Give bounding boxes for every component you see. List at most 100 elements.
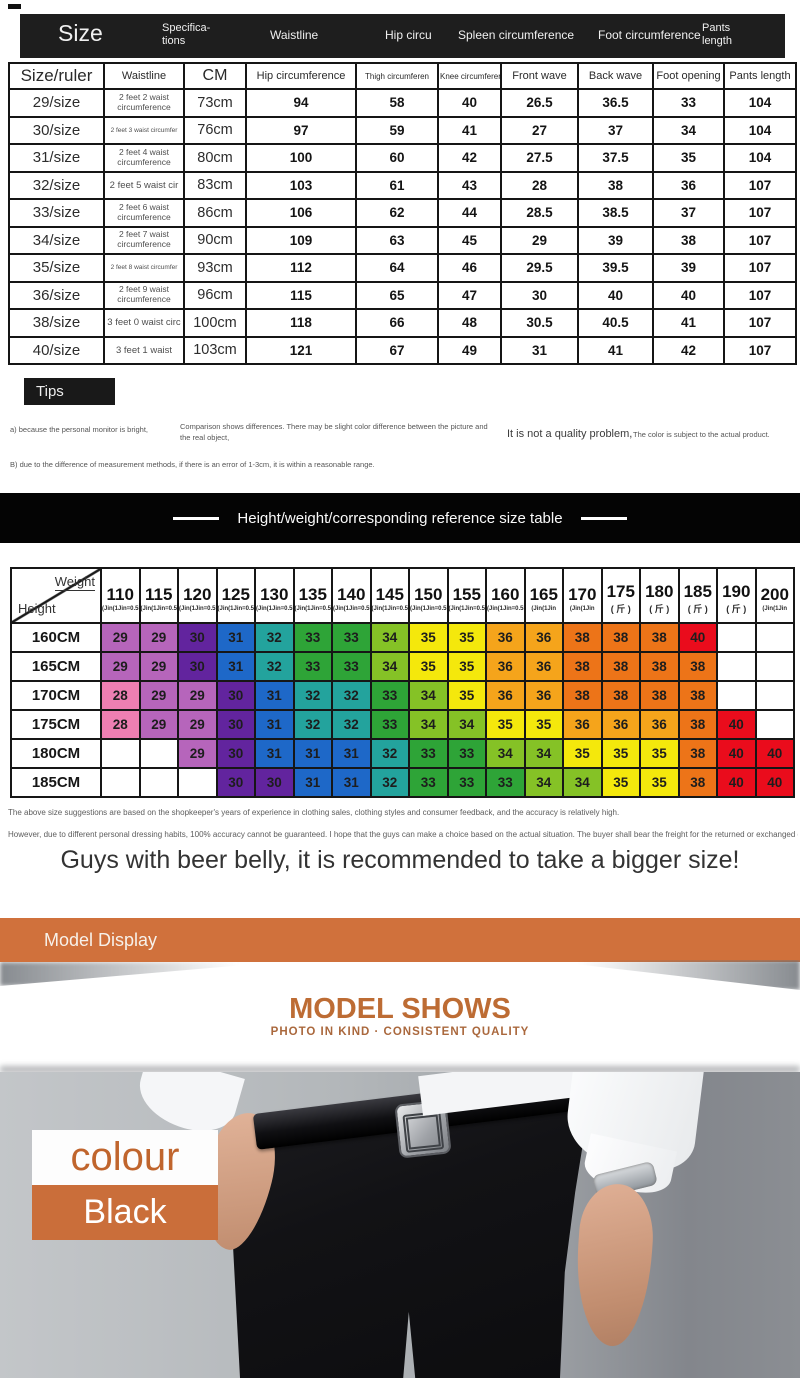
size-recommendation-cell: 35 <box>446 680 487 711</box>
size-cell: 104 <box>723 115 797 145</box>
size-cell: 30/size <box>8 115 105 145</box>
size-note-2: However, due to different personal dress… <box>8 830 798 839</box>
size-recommendation-cell: 38 <box>639 622 680 653</box>
size-cell: 43 <box>437 170 502 200</box>
size-cell: 104 <box>723 88 797 118</box>
size-table-row: 34/size 2 feet 7 waist circumference 90cm 1… <box>8 225 797 255</box>
size-cell: 30 <box>500 280 579 310</box>
size-recommendation-cell: 36 <box>523 622 564 653</box>
size-cell: 97 <box>245 115 357 145</box>
size-cell: 48 <box>437 308 502 338</box>
size-cell: 37 <box>652 198 725 228</box>
weight-unit: ( 斤 ) <box>610 604 631 615</box>
size-table-row: 32/size 2 feet 5 waist cir 83cm 103 61 43 28 38… <box>8 170 797 200</box>
size-recommendation-cell: 38 <box>562 622 603 653</box>
size-recommendation-cell: 34 <box>485 738 526 769</box>
size-cell: 31 <box>500 335 579 365</box>
size-recommendation-cell: 31 <box>215 622 256 653</box>
size-recommendation-cell: 36 <box>562 709 603 740</box>
model-display-banner: Model Display <box>0 918 800 962</box>
size-recommendation-cell: 30 <box>215 767 256 798</box>
reference-banner-title: Height/weight/corresponding reference si… <box>237 509 563 527</box>
size-recommendation-cell: 40 <box>716 709 757 740</box>
size-cell: 107 <box>723 308 797 338</box>
size-recommendation-cell: 32 <box>331 709 372 740</box>
weight-col-header: 110(Jin(1Jin=0.5kg)) <box>100 567 141 624</box>
size-recommendation-cell: 29 <box>138 709 179 740</box>
size-table-row: 35/size 2 feet 8 waist circumfer 93cm 112 64… <box>8 253 797 283</box>
size-recommendation-cell: 33 <box>369 709 410 740</box>
size-cell: 35/size <box>8 253 105 283</box>
size-recommendation-cell: 36 <box>485 622 526 653</box>
weight-unit: (Jin(1Jin=0.5kg)) <box>102 605 139 612</box>
size-recommendation-cell: 31 <box>215 651 256 682</box>
header-col-foot: Foot circumference <box>598 28 701 42</box>
size-recommendation-cell: 38 <box>600 680 641 711</box>
size-cell: 62 <box>355 198 439 228</box>
size-recommendation-cell: 34 <box>369 651 410 682</box>
size-cell: 38/size <box>8 308 105 338</box>
size-cell: 107 <box>723 253 797 283</box>
size-cell: 36.5 <box>577 88 654 118</box>
weight-value: 155 <box>452 585 481 605</box>
size-recommendation-cell: 32 <box>331 680 372 711</box>
size-col-header: Size/ruler <box>8 62 105 90</box>
size-cell: 40 <box>577 280 654 310</box>
size-cell: 35 <box>652 143 725 173</box>
size-recommendation-cell: 34 <box>523 767 564 798</box>
size-col-header: Knee circumferenc <box>437 62 502 90</box>
header-col-spleen: Spleen circumference <box>458 28 575 42</box>
size-cell: 29.5 <box>500 253 579 283</box>
weight-value: 115 <box>145 585 173 605</box>
size-recommendation-cell: 29 <box>138 680 179 711</box>
size-cell: 96cm <box>183 280 247 310</box>
weight-col-header: 150(Jin(1Jin=0.5kg)) <box>408 567 449 624</box>
size-cell: 103 <box>245 170 357 200</box>
weight-col-header: 130(Jin(1Jin=0.5kg)) <box>254 567 295 624</box>
size-cell: 107 <box>723 170 797 200</box>
size-recommendation-cell: 38 <box>562 651 603 682</box>
size-cell: 58 <box>355 88 439 118</box>
size-recommendation-cell: 32 <box>292 709 333 740</box>
weight-unit: (Jin(1Jin=0.5kg)) <box>410 605 447 612</box>
size-recommendation-cell: 29 <box>100 651 141 682</box>
weight-col-header: 170 (Jin(1Jin <box>562 567 603 624</box>
weight-unit: ( 斤 ) <box>687 604 708 615</box>
height-cell: 165CM <box>10 651 102 682</box>
size-recommendation-cell: 40 <box>716 738 757 769</box>
size-col-header: Thigh circumferen <box>355 62 439 90</box>
size-cell: 112 <box>245 253 357 283</box>
size-recommendation-cell: 35 <box>600 767 641 798</box>
size-cell: 31/size <box>8 143 105 173</box>
size-cell: 47 <box>437 280 502 310</box>
size-recommendation-cell: 29 <box>100 622 141 653</box>
size-cell: 36 <box>652 170 725 200</box>
size-recommendation-cell <box>100 767 141 798</box>
weight-col-header: 135(Jin(1Jin=0.5kg)) <box>292 567 333 624</box>
weight-unit: ( 斤 ) <box>649 604 670 615</box>
size-table-row: 30/size 2 feet 3 waist circumfer 76cm 97 59 4… <box>8 115 797 145</box>
weight-unit: (Jin(1Jin=0.5kg)) <box>217 605 255 612</box>
size-col-header: Hip circumference <box>245 62 357 90</box>
weight-unit: (Jin(1Jin=0.5kg)) <box>371 605 409 612</box>
photo-top-shadow <box>0 1066 800 1073</box>
size-table: Size/ruler Waistline CM Hip circumference Th… <box>8 62 797 365</box>
size-cell: 93cm <box>183 253 247 283</box>
size-cell: 107 <box>723 225 797 255</box>
size-recommendation-cell: 33 <box>292 622 333 653</box>
size-cell: 121 <box>245 335 357 365</box>
height-cell: 160CM <box>10 622 102 653</box>
size-cell: 2 feet 9 waist circumference <box>103 280 185 310</box>
tip-line-color: The color is subject to the actual produ… <box>633 430 770 439</box>
size-recommendation-cell: 31 <box>254 709 295 740</box>
size-recommendation-cell: 33 <box>408 738 449 769</box>
size-cell: 34/size <box>8 225 105 255</box>
header-title: Size <box>58 20 103 46</box>
banner-dash-right <box>580 516 627 520</box>
weight-value: 180 <box>645 581 674 601</box>
size-recommendation-cell: 29 <box>177 709 218 740</box>
model-shows-title: MODEL SHOWS <box>289 993 511 1025</box>
size-cell: 46 <box>437 253 502 283</box>
size-cell: 64 <box>355 253 439 283</box>
size-cell: 33/size <box>8 198 105 228</box>
